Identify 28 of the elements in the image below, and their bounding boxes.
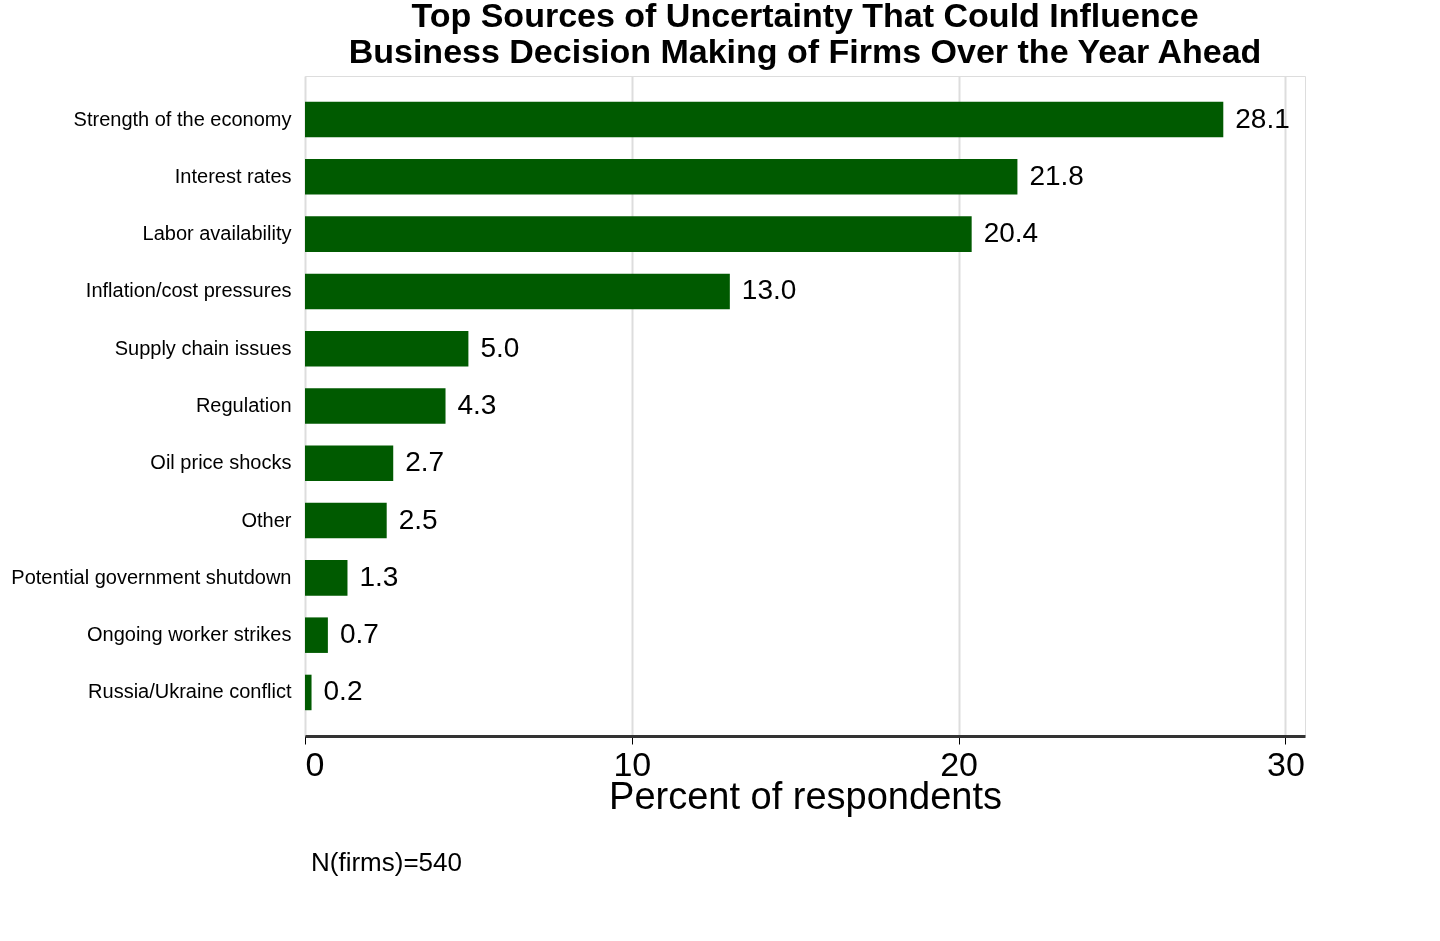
x-tick-label: 10 [613,744,652,783]
y-tick-label: Regulation [195,394,292,416]
text: Top Sources of Uncertainty That Could Influence [411,0,1199,34]
text: N(firms)=540 [311,847,462,877]
y-tick-label: Inflation/cost pressures [85,279,292,302]
data-label: 0.7 [339,618,379,650]
data-label: 13.0 [741,274,797,306]
y-tick-label: Potential government shutdown [11,565,292,588]
data-label: 28.1 [1235,102,1290,134]
y-tick-label: Strength of the economy [73,107,292,130]
data-label: 20.4 [983,217,1039,249]
y-tick-label: Interest rates [174,164,292,187]
data-label: 5.0 [480,331,520,363]
data-label: 0.2 [323,675,363,707]
y-tick-label: Labor availability [142,222,292,245]
x-tick-label: 30 [1266,744,1305,783]
y-tick-label: Supply chain issues [114,336,292,359]
data-label: 2.5 [398,503,438,535]
data-label: 1.3 [359,560,399,592]
x-tick-label: 0 [305,744,325,783]
x-tick-label: 20 [940,744,979,783]
y-tick-label: Other [241,508,292,531]
y-tick-label: Russia/Ukraine conflict [88,680,292,703]
data-label: 2.7 [405,446,445,478]
y-tick-label: Ongoing worker strikes [86,623,292,646]
y-tick-label: Oil price shocks [150,451,292,474]
data-label: 4.3 [457,389,497,420]
data-label: 21.8 [1029,159,1084,191]
